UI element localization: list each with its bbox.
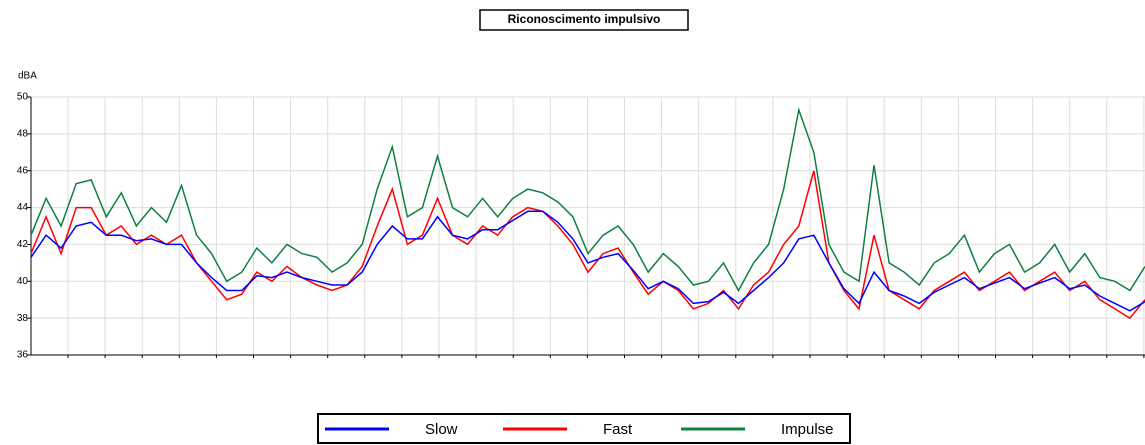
y-tick-label: 44 xyxy=(17,202,29,213)
y-axis-label: dBA xyxy=(18,71,37,82)
title-box xyxy=(479,9,689,31)
legend-label: Impulse xyxy=(781,421,834,438)
y-tick-label: 48 xyxy=(17,128,29,139)
y-tick-label: 46 xyxy=(17,165,29,176)
series-line xyxy=(30,107,1145,293)
chart-title: Riconoscimento impulsivo xyxy=(508,12,661,26)
y-tick-label: 40 xyxy=(17,276,29,287)
y-tick-label: 38 xyxy=(17,313,29,324)
y-tick-label: 50 xyxy=(17,92,29,103)
series-line xyxy=(30,210,1145,312)
legend-label: Slow xyxy=(425,421,458,438)
y-tick-label: 42 xyxy=(17,239,29,250)
y-tick-label: 36 xyxy=(17,350,29,361)
legend-label: Fast xyxy=(603,421,633,438)
series-line xyxy=(30,170,1145,320)
legend-box xyxy=(317,413,851,444)
